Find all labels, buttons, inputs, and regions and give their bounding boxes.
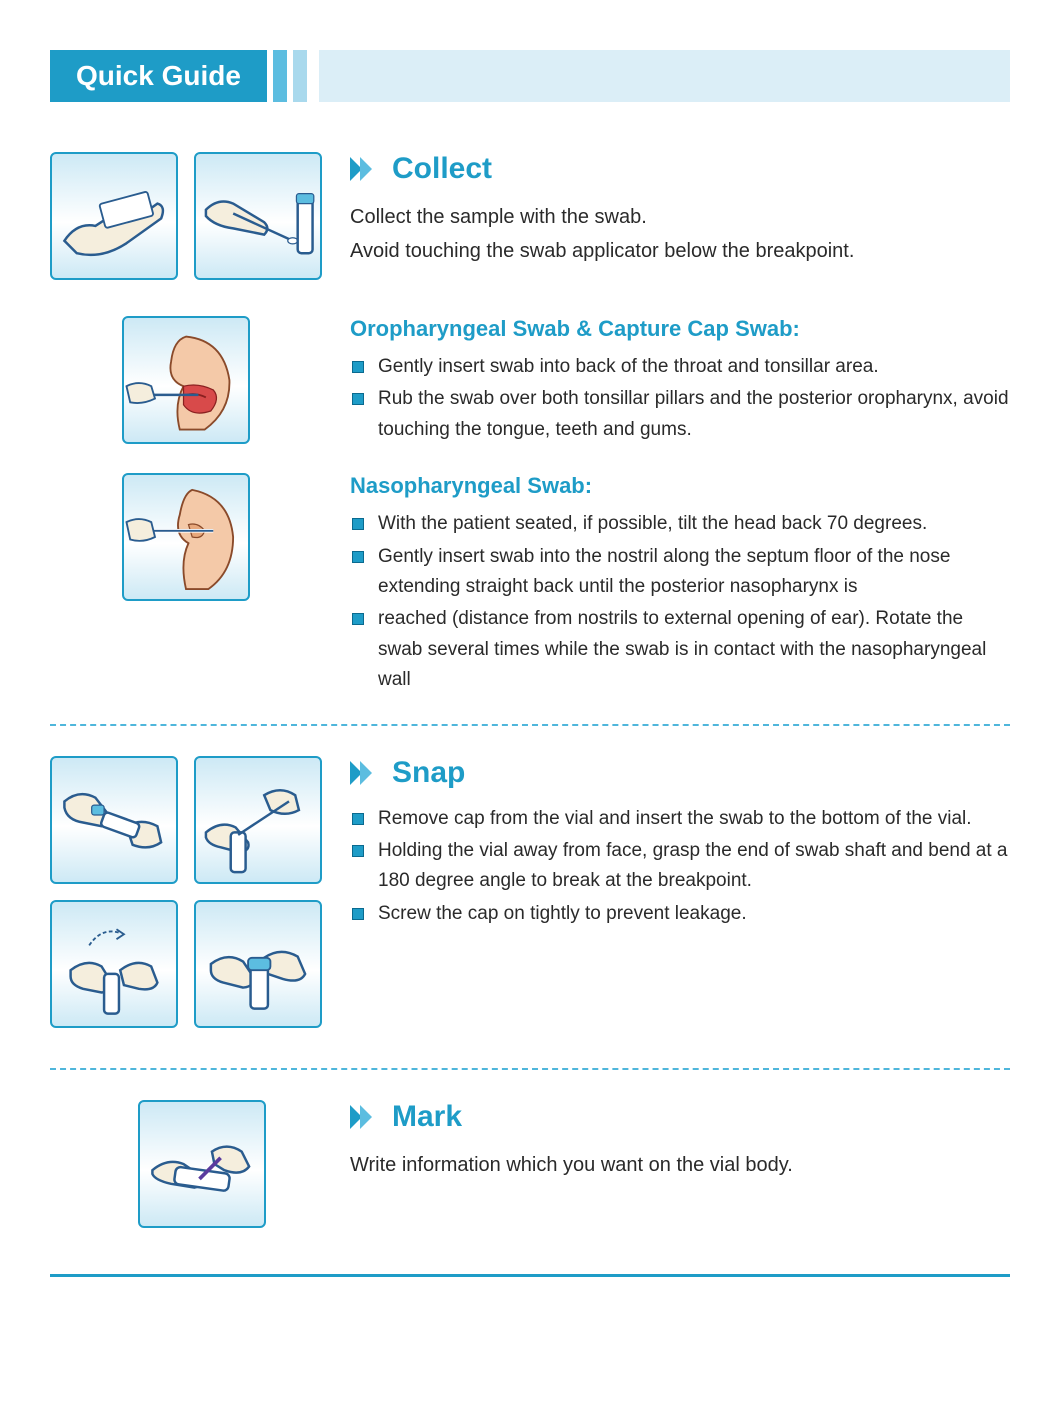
naso-bullet-2: Gently insert swab into the nostril alon… — [350, 542, 1010, 603]
collect-line-2: Avoid touching the swab applicator below… — [350, 234, 1010, 268]
mark-images — [50, 1100, 340, 1244]
snap-content: Snap Remove cap from the vial and insert… — [340, 756, 1010, 1044]
header-bar-1 — [273, 50, 287, 102]
header-bar-2 — [293, 50, 307, 102]
oro-bullet-2: Rub the swab over both tonsillar pillars… — [350, 384, 1010, 445]
snap-image-insert-swab — [194, 756, 322, 884]
mark-image-write-vial — [138, 1100, 266, 1228]
oropharyngeal-bullets: Gently insert swab into back of the thro… — [350, 352, 1010, 445]
subsection-nasopharyngeal: Nasopharyngeal Swab: With the patient se… — [50, 473, 1010, 697]
collect-content: Collect Collect the sample with the swab… — [340, 152, 1010, 296]
divider-1 — [50, 724, 1010, 726]
snap-images — [50, 756, 340, 1044]
divider-2 — [50, 1068, 1010, 1070]
mark-title: Mark — [392, 1100, 462, 1134]
collect-text: Collect the sample with the swab. Avoid … — [350, 200, 1010, 268]
naso-bullet-3: reached (distance from nostrils to exter… — [350, 604, 1010, 695]
collect-images — [50, 152, 340, 296]
mark-text: Write information which you want on the … — [350, 1148, 1010, 1182]
nasopharyngeal-title: Nasopharyngeal Swab: — [350, 473, 1010, 499]
oropharyngeal-title: Oropharyngeal Swab & Capture Cap Swab: — [350, 316, 1010, 342]
subsection-oropharyngeal: Oropharyngeal Swab & Capture Cap Swab: G… — [50, 316, 1010, 447]
chevron-icon — [350, 1105, 380, 1129]
snap-image-remove-cap — [50, 756, 178, 884]
collect-title: Collect — [392, 152, 492, 186]
collect-line-1: Collect the sample with the swab. — [350, 200, 1010, 234]
section-collect: Collect Collect the sample with the swab… — [50, 152, 1010, 296]
collect-image-swab-vial — [194, 152, 322, 280]
section-mark: Mark Write information which you want on… — [50, 1100, 1010, 1244]
snap-bullet-1: Remove cap from the vial and insert the … — [350, 804, 1010, 834]
snap-bullet-2: Holding the vial away from face, grasp t… — [350, 836, 1010, 897]
nasopharyngeal-image — [122, 473, 250, 601]
naso-bullet-1: With the patient seated, if possible, ti… — [350, 509, 1010, 539]
header-accent-bars — [273, 50, 313, 102]
section-snap: Snap Remove cap from the vial and insert… — [50, 756, 1010, 1044]
footer-divider — [50, 1274, 1010, 1277]
collect-image-open-package — [50, 152, 178, 280]
snap-image-break-swab — [50, 900, 178, 1028]
oro-bullet-1: Gently insert swab into back of the thro… — [350, 352, 1010, 382]
snap-bullets: Remove cap from the vial and insert the … — [350, 804, 1010, 930]
nasopharyngeal-bullets: With the patient seated, if possible, ti… — [350, 509, 1010, 695]
chevron-icon — [350, 761, 380, 785]
snap-image-screw-cap — [194, 900, 322, 1028]
mark-content: Mark Write information which you want on… — [340, 1100, 1010, 1244]
header-trail — [319, 50, 1010, 102]
snap-bullet-3: Screw the cap on tightly to prevent leak… — [350, 899, 1010, 929]
oropharyngeal-image — [122, 316, 250, 444]
header-title: Quick Guide — [50, 50, 267, 102]
chevron-icon — [350, 157, 380, 181]
snap-title: Snap — [392, 756, 465, 790]
page-header: Quick Guide — [50, 50, 1010, 102]
